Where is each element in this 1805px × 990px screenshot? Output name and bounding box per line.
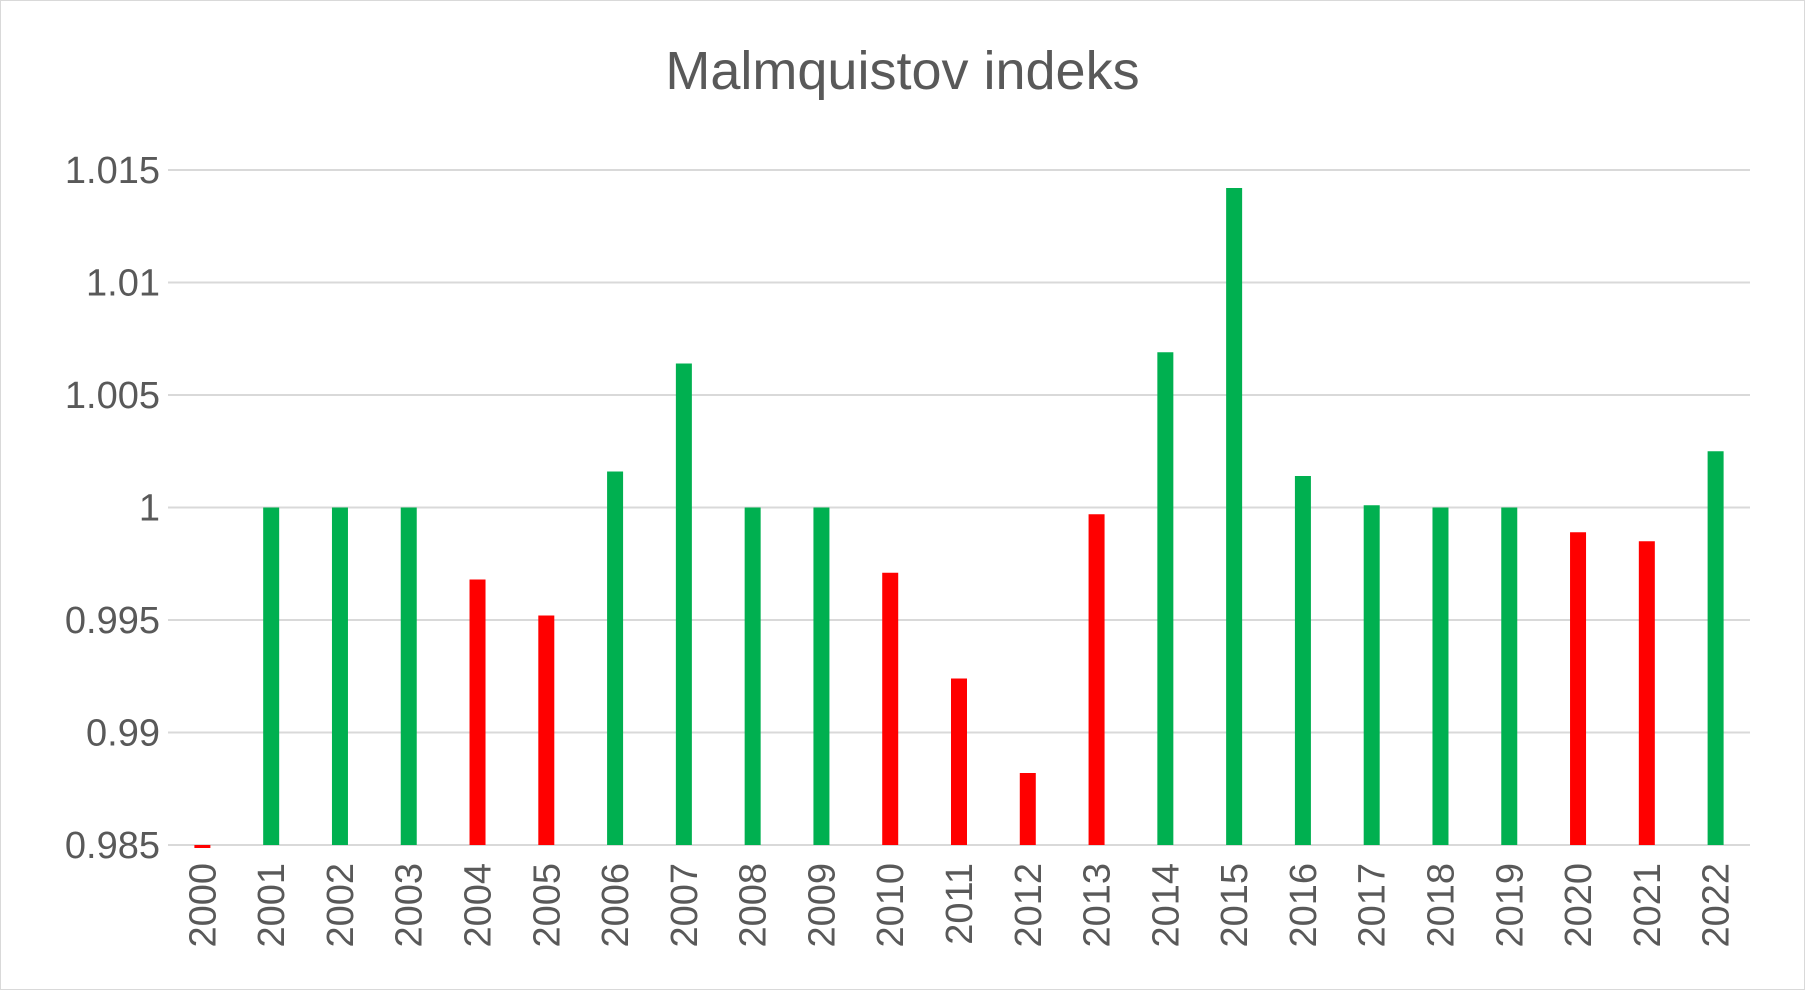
x-tick-label: 2006 (595, 863, 637, 948)
x-tick-label: 2016 (1283, 863, 1325, 948)
bar-2018 (1432, 507, 1449, 845)
y-tick-label: 0.99 (86, 713, 160, 755)
x-tick-label: 2011 (939, 863, 981, 945)
chart-title: Malmquistov indeks (665, 41, 1140, 101)
bar-2008 (744, 507, 761, 845)
x-tick-label: 2022 (1696, 863, 1738, 948)
x-tick-label: 2021 (1627, 863, 1669, 948)
gridlines (168, 169, 1750, 846)
bar-2006 (607, 471, 624, 845)
x-tick-label: 2001 (251, 863, 293, 948)
bar-2004 (469, 579, 486, 845)
x-tick-label: 2017 (1352, 863, 1394, 948)
x-tick-label: 2013 (1077, 863, 1119, 948)
bar-2020 (1570, 532, 1587, 845)
x-tick-label: 2015 (1214, 863, 1256, 948)
y-tick-label: 1.015 (65, 150, 160, 192)
x-tick-label: 2019 (1489, 863, 1531, 948)
bar-2017 (1363, 505, 1380, 845)
bar-2000 (194, 845, 211, 848)
x-tick-label: 2005 (526, 863, 568, 948)
bar-2011 (951, 678, 967, 845)
bar-2013 (1088, 514, 1105, 845)
bar-2014 (1157, 352, 1174, 845)
x-tick-label: 2002 (320, 863, 362, 948)
x-axis-ticks: 2000 2001 2002 2003 2004 2005 2006 2007 2008 2009… (182, 863, 1737, 948)
bar-2010 (882, 572, 899, 845)
x-tick-label: 2012 (1008, 863, 1050, 948)
x-tick-label: 2007 (664, 863, 706, 948)
bar-2015 (1226, 188, 1243, 845)
y-tick-label: 0.995 (65, 600, 160, 642)
x-tick-label: 2020 (1558, 863, 1600, 948)
bar-2012 (1019, 773, 1036, 845)
bar-2007 (675, 363, 692, 845)
y-tick-label: 1 (139, 488, 160, 530)
x-tick-label: 2008 (733, 863, 775, 948)
bars (194, 188, 1724, 848)
bar-2009 (813, 507, 830, 845)
x-tick-label: 2009 (801, 863, 843, 948)
bar-2001 (263, 507, 280, 845)
x-tick-label: 2000 (182, 863, 224, 948)
x-tick-label: 2018 (1420, 863, 1462, 948)
y-tick-label: 1.01 (86, 263, 160, 305)
bar-2019 (1501, 507, 1518, 845)
y-axis-ticks: 0.985 0.99 0.995 1 1.005 1.01 1.015 (65, 150, 160, 867)
bar-2016 (1294, 476, 1311, 845)
bar-2003 (400, 507, 417, 845)
x-tick-label: 2003 (389, 863, 431, 948)
y-tick-label: 1.005 (65, 375, 160, 417)
bar-2022 (1707, 451, 1724, 845)
x-tick-label: 2004 (458, 863, 500, 948)
x-tick-label: 2010 (870, 863, 912, 948)
bar-2021 (1638, 541, 1655, 845)
x-tick-label: 2014 (1145, 863, 1187, 948)
bar-2002 (331, 507, 348, 845)
y-tick-label: 0.985 (65, 825, 160, 867)
bar-2005 (538, 615, 555, 845)
